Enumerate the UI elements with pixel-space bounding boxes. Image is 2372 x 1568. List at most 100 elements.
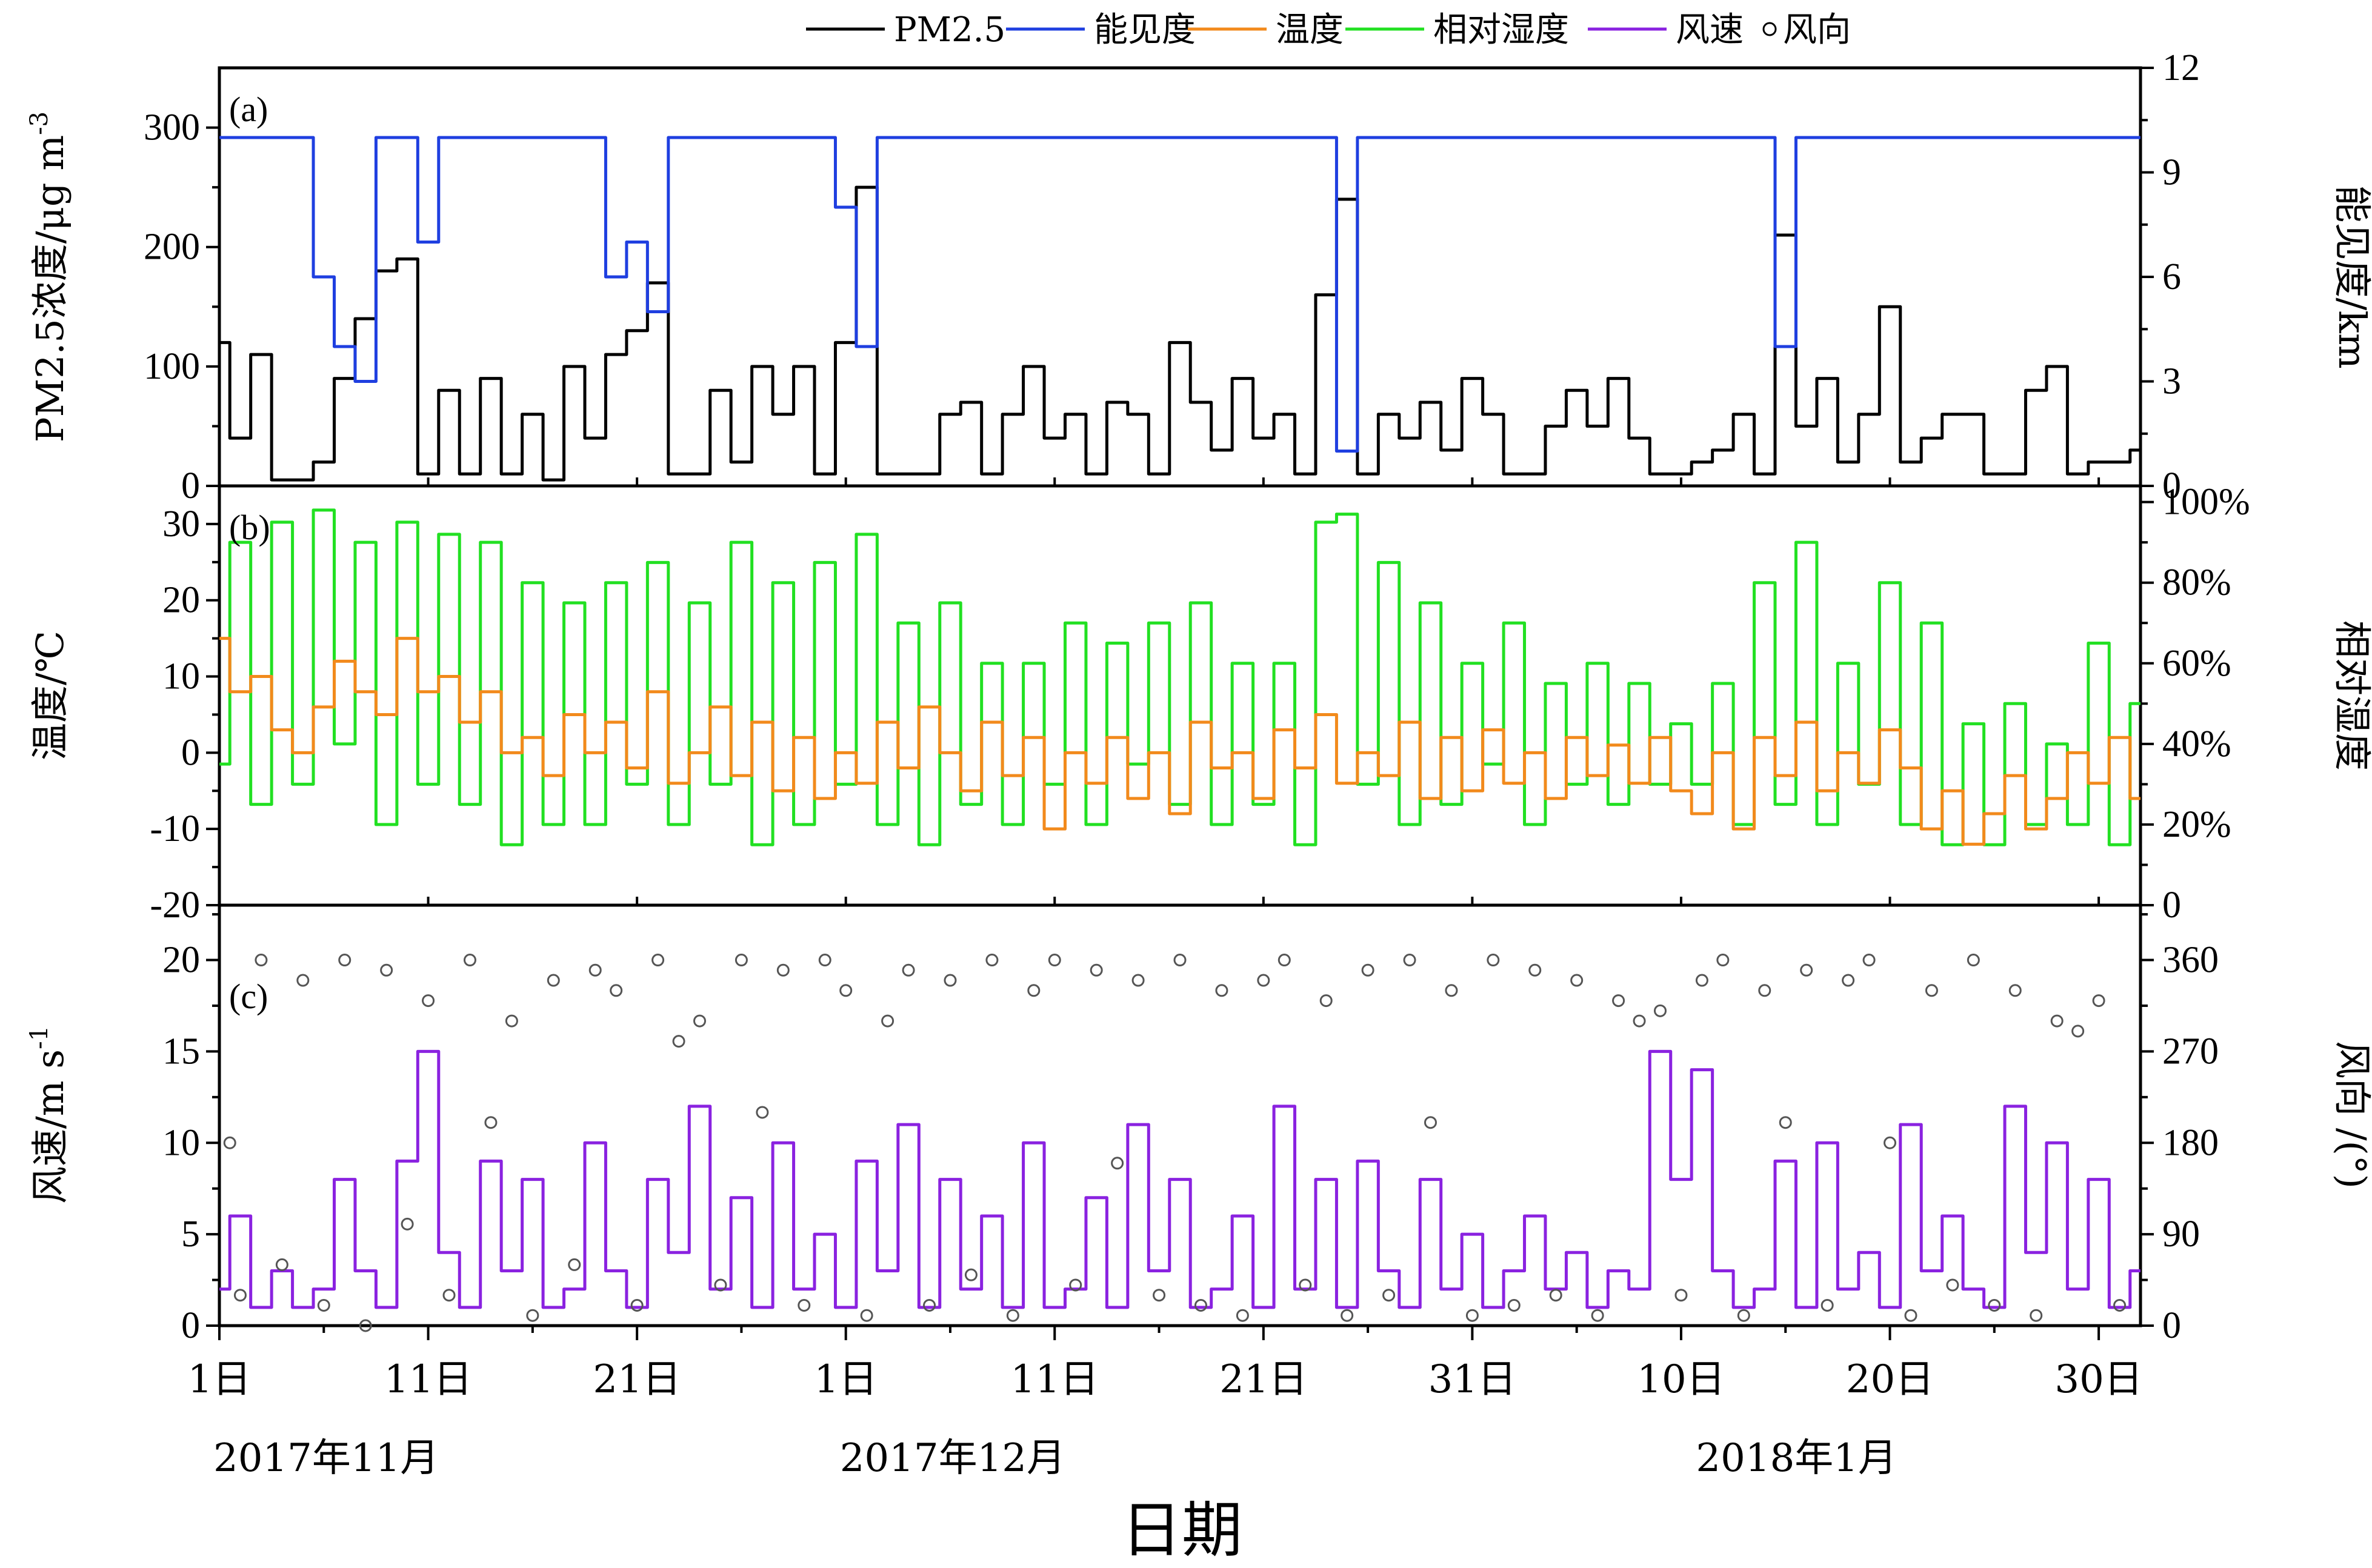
wind-direction-point (484, 1116, 498, 1129)
wind-direction-point (2092, 994, 2105, 1008)
visibility-series-line (219, 136, 2140, 453)
wind-direction-point (651, 954, 665, 967)
pm25-series-line (219, 185, 2140, 482)
wind-direction-point (1445, 984, 1458, 997)
wind-direction-point (1069, 1278, 1082, 1292)
panel-c-label: (c) (229, 977, 268, 1016)
panel-a-right-tick-label: 12 (2162, 47, 2200, 88)
legend-marker-wind-direction (1762, 22, 1777, 36)
wind-direction-point (1257, 974, 1270, 987)
wind-direction-point (1946, 1278, 1959, 1292)
x-tick-label: 1日 (814, 1357, 878, 1402)
wind-direction-point (463, 954, 476, 967)
wind-direction-point (630, 1298, 644, 1312)
panel-b-series (219, 508, 2140, 846)
wind-direction-point (1758, 984, 1771, 997)
panel-c-right-tick-label: 360 (2162, 940, 2219, 981)
wind-direction-point (1278, 954, 1291, 967)
wind-direction-point (1215, 984, 1228, 997)
panel-a-label: (a) (229, 90, 268, 129)
wind-direction-point (1299, 1278, 1312, 1292)
panel-c-left-tick-label: 5 (181, 1214, 200, 1255)
wind-direction-point (610, 984, 623, 997)
wind-direction-point (1194, 1298, 1207, 1312)
x-tick-label: 10日 (1637, 1357, 1725, 1402)
wind-direction-point (1737, 1309, 1750, 1322)
panel-a-frame (218, 66, 2142, 488)
wind-direction-point (401, 1217, 414, 1231)
wind-direction-point (1341, 1309, 1354, 1322)
wind-direction-point (798, 1298, 811, 1312)
panel-b-left-tick-label: -20 (150, 885, 200, 926)
panel-c-left-tick-label: 10 (162, 1122, 200, 1163)
wind-direction-point (1507, 1298, 1521, 1312)
panel-b-left-tick-label: 0 (181, 732, 200, 773)
panel-c-left-title: 风速/m s-1 (25, 1026, 72, 1204)
panel-c-series (219, 954, 2140, 1332)
wind-direction-point (1633, 1014, 1646, 1028)
x-tick-label: 30日 (2054, 1357, 2142, 1402)
wind-direction-point (1048, 954, 1061, 967)
wind-direction-point (818, 954, 831, 967)
wind-direction-point (1549, 1289, 1562, 1302)
x-month-label: 2018年1月 (1696, 1436, 1897, 1481)
panel-a-left-tick-label: 0 (181, 465, 200, 507)
wind-direction-point (923, 1298, 936, 1312)
panel-b-right-tick-label: 40% (2162, 723, 2231, 765)
panel-b-label: (b) (229, 508, 270, 547)
panel-b-right-tick-label: 20% (2162, 804, 2231, 845)
wind-direction-point (693, 1014, 706, 1028)
legend-label: 相对湿度 (1433, 10, 1569, 50)
x-tick-label: 1日 (188, 1357, 252, 1402)
panel-b-left-tick-label: -10 (150, 808, 200, 849)
wind-direction-point (860, 1309, 873, 1322)
wind-direction-point (588, 963, 602, 977)
wind-direction-point (2030, 1309, 2043, 1322)
wind-direction-point (1090, 963, 1103, 977)
wind-speed-series-line (219, 1049, 2140, 1309)
wind-direction-point (735, 954, 748, 967)
wind-direction-point (902, 963, 915, 977)
panel-a-right-tick-label: 9 (2162, 152, 2181, 193)
wind-direction-point (964, 1268, 978, 1281)
wind-direction-point (1173, 954, 1187, 967)
wind-direction-point (2050, 1014, 2064, 1028)
x-axis-title: 日期 (1121, 1495, 1242, 1566)
humidity-series-line (219, 508, 2140, 846)
wind-direction-point (1361, 963, 1374, 977)
wind-direction-point (2008, 984, 2022, 997)
panel-b-left-tick-label: 30 (162, 503, 200, 545)
wind-direction-point (1111, 1157, 1124, 1170)
panel-a-right-title: 能见度/km (2330, 185, 2372, 368)
panel-a-left-tick-label: 200 (144, 227, 200, 268)
panel-b-left-title: 温度/℃ (28, 631, 72, 760)
wind-direction-point (380, 963, 393, 977)
axes: 0100200300036912-20-100102030020%40%60%8… (144, 47, 2250, 1481)
wind-direction-point (1967, 954, 1980, 967)
wind-direction-point (526, 1309, 539, 1322)
wind-direction-point (1842, 974, 1855, 987)
wind-direction-point (1779, 1116, 1792, 1129)
wind-direction-point (1904, 1309, 1917, 1322)
panel-a-series (219, 136, 2140, 482)
x-tick-label: 20日 (1846, 1357, 1934, 1402)
legend: PM2.5 能见度 温度 相对湿度 风速 风向 (806, 10, 1851, 50)
panel-b-right-tick-label: 60% (2162, 643, 2231, 684)
panel-c-right-tick-label: 270 (2162, 1031, 2219, 1072)
panel-b-left-tick-label: 10 (162, 656, 200, 697)
wind-direction-point (1236, 1309, 1249, 1322)
wind-direction-point (296, 974, 310, 987)
panel-c-left-tick-label: 15 (162, 1031, 200, 1072)
legend-label: PM2.5 (894, 10, 1005, 50)
wind-direction-point (1424, 1116, 1437, 1129)
x-month-label: 2017年12月 (840, 1436, 1065, 1481)
wind-direction-point (714, 1278, 727, 1292)
wind-direction-point (1674, 1289, 1688, 1302)
wind-direction-point (442, 1289, 456, 1302)
wind-direction-point (422, 994, 435, 1008)
x-month-label: 2017年11月 (213, 1436, 439, 1481)
wind-direction-point (1403, 954, 1416, 967)
wind-direction-point (1528, 963, 1542, 977)
panel-c-right-tick-label: 90 (2162, 1214, 2200, 1255)
